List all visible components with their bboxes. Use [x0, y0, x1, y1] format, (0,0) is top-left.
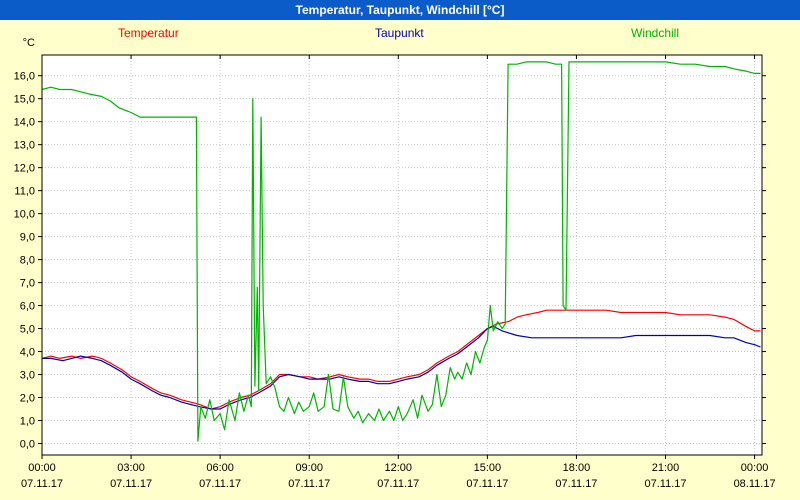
svg-text:18:00: 18:00: [563, 462, 591, 474]
legend-taupunkt: Taupunkt: [375, 26, 424, 40]
svg-text:7,0: 7,0: [20, 278, 35, 290]
svg-text:13,0: 13,0: [14, 140, 35, 152]
svg-text:10,0: 10,0: [14, 209, 35, 221]
svg-text:5,0: 5,0: [20, 324, 35, 336]
svg-text:03:00: 03:00: [117, 462, 145, 474]
svg-text:9,0: 9,0: [20, 232, 35, 244]
svg-text:00:00: 00:00: [28, 462, 56, 474]
svg-text:07.11.17: 07.11.17: [110, 478, 152, 490]
svg-text:21:00: 21:00: [652, 462, 680, 474]
svg-text:07.11.17: 07.11.17: [555, 478, 597, 490]
svg-text:07.11.17: 07.11.17: [199, 478, 241, 490]
svg-text:1,0: 1,0: [20, 416, 35, 428]
legend-windchill: Windchill: [631, 26, 680, 40]
legend-temperatur: Temperatur: [118, 26, 179, 40]
svg-text:07.11.17: 07.11.17: [377, 478, 419, 490]
svg-text:0,0: 0,0: [20, 439, 35, 451]
svg-text:4,0: 4,0: [20, 347, 35, 359]
svg-text:07.11.17: 07.11.17: [21, 478, 63, 490]
svg-text:14,0: 14,0: [14, 117, 35, 129]
svg-text:12:00: 12:00: [385, 462, 413, 474]
svg-text:2,0: 2,0: [20, 393, 35, 405]
svg-text:07.11.17: 07.11.17: [466, 478, 508, 490]
window-titlebar: Temperatur, Taupunkt, Windchill [°C]: [0, 0, 800, 20]
svg-text:07.11.17: 07.11.17: [644, 478, 686, 490]
svg-text:07.11.17: 07.11.17: [288, 478, 330, 490]
svg-text:06:00: 06:00: [206, 462, 234, 474]
svg-text:3,0: 3,0: [20, 370, 35, 382]
svg-text:°C: °C: [23, 37, 35, 49]
svg-text:6,0: 6,0: [20, 301, 35, 313]
svg-text:12,0: 12,0: [14, 163, 35, 175]
svg-text:09:00: 09:00: [295, 462, 323, 474]
svg-text:08.11.17: 08.11.17: [734, 478, 776, 490]
svg-text:15,0: 15,0: [14, 94, 35, 106]
svg-text:16,0: 16,0: [14, 71, 35, 83]
svg-text:15:00: 15:00: [474, 462, 502, 474]
window-title: Temperatur, Taupunkt, Windchill [°C]: [295, 3, 505, 17]
svg-text:8,0: 8,0: [20, 255, 35, 267]
svg-text:00:00: 00:00: [741, 462, 769, 474]
svg-text:11,0: 11,0: [14, 186, 35, 198]
